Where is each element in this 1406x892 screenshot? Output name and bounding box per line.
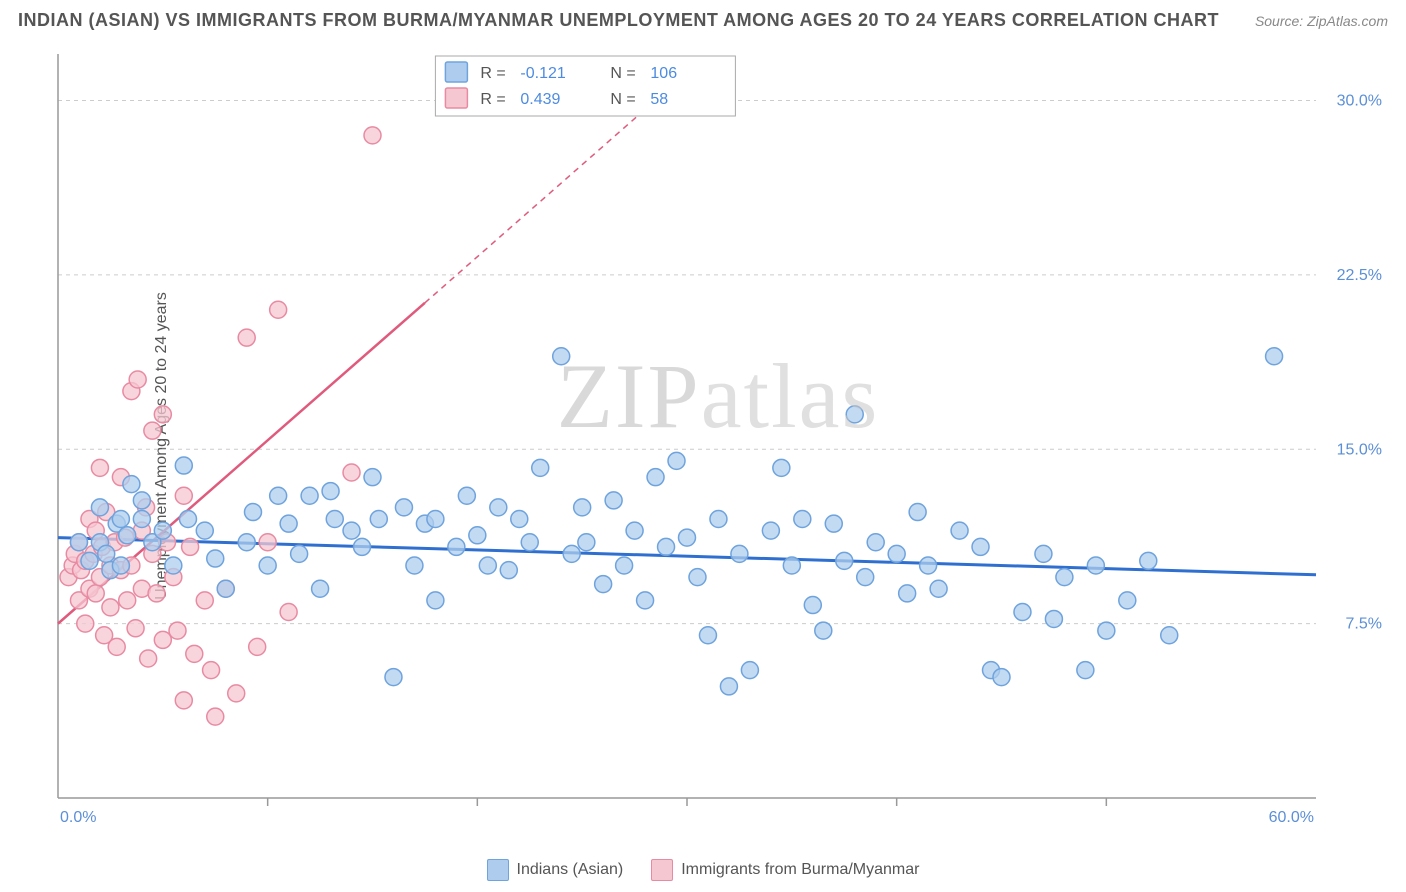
svg-text:N =: N = bbox=[610, 91, 635, 108]
svg-text:60.0%: 60.0% bbox=[1269, 809, 1314, 826]
legend-item: Indians (Asian) bbox=[487, 859, 624, 881]
svg-text:0.0%: 0.0% bbox=[60, 809, 96, 826]
svg-text:0.439: 0.439 bbox=[520, 91, 560, 108]
svg-text:N =: N = bbox=[610, 65, 635, 82]
svg-text:106: 106 bbox=[650, 65, 677, 82]
scatter-plot: 7.5% 15.0% 22.5% 30.0% 0.0% 60.0% R = -0.121 N =… bbox=[48, 48, 1388, 838]
svg-text:22.5%: 22.5% bbox=[1337, 267, 1382, 284]
chart-title: INDIAN (ASIAN) VS IMMIGRANTS FROM BURMA/… bbox=[18, 10, 1219, 30]
svg-text:R =: R = bbox=[480, 91, 505, 108]
legend-label: Immigrants from Burma/Myanmar bbox=[681, 861, 919, 879]
legend-item: Immigrants from Burma/Myanmar bbox=[651, 859, 919, 881]
legend-label: Indians (Asian) bbox=[517, 861, 624, 879]
legend-swatch-icon bbox=[651, 859, 673, 881]
svg-text:-0.121: -0.121 bbox=[520, 65, 565, 82]
legend-swatch-icon bbox=[487, 859, 509, 881]
source-attribution: Source: ZipAtlas.com bbox=[1255, 13, 1388, 29]
svg-text:30.0%: 30.0% bbox=[1337, 93, 1382, 110]
plot-area: 7.5% 15.0% 22.5% 30.0% 0.0% 60.0% R = -0.121 N =… bbox=[48, 48, 1388, 838]
svg-text:58: 58 bbox=[650, 91, 668, 108]
legend-bottom: Indians (Asian) Immigrants from Burma/Mya… bbox=[0, 859, 1406, 886]
svg-text:7.5%: 7.5% bbox=[1346, 616, 1382, 633]
svg-text:R =: R = bbox=[480, 65, 505, 82]
svg-text:15.0%: 15.0% bbox=[1337, 441, 1382, 458]
